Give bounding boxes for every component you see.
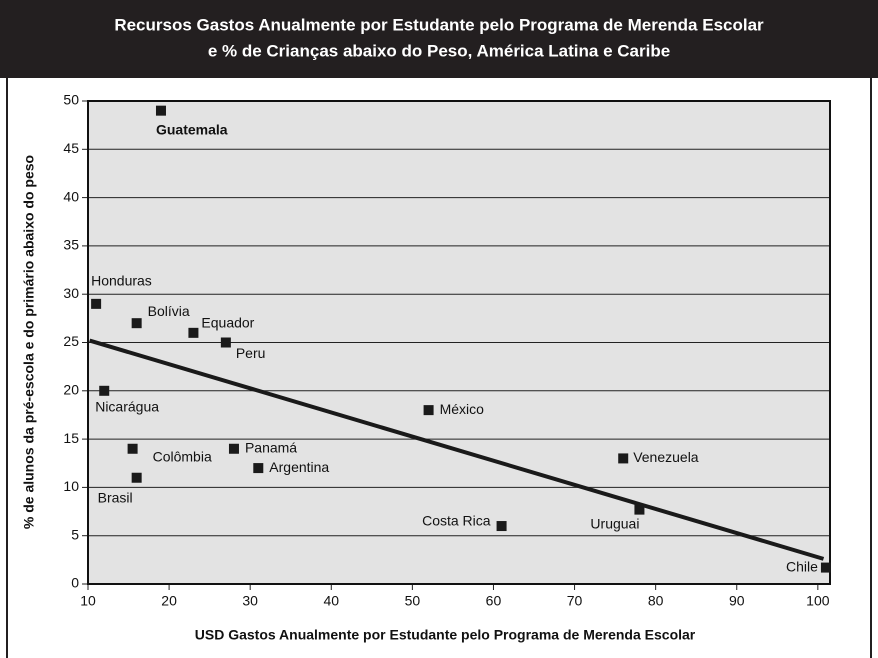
x-axis-label: USD Gastos Anualmente por Estudante pelo… [195, 627, 696, 643]
point-label: Brasil [98, 489, 133, 505]
point-label: Peru [236, 345, 266, 361]
point-label: Venezuela [633, 449, 699, 465]
chart-title: Recursos Gastos Anualmente por Estudante… [114, 15, 764, 34]
x-tick-label: 10 [80, 593, 96, 609]
trend-line [89, 338, 825, 561]
y-axis-label: % de alunos da pré-escola e do primário … [21, 155, 37, 529]
y-tick-label: 20 [63, 382, 79, 398]
point [820, 562, 831, 573]
y-tick-label: 40 [63, 188, 79, 204]
x-tick-label: 70 [567, 593, 583, 609]
point [131, 318, 142, 329]
header-bar [0, 0, 878, 78]
y-tick-label: 25 [63, 333, 79, 349]
x-tick-label: 40 [323, 593, 339, 609]
point-label: Uruguai [590, 515, 639, 531]
point-label: Honduras [91, 273, 152, 289]
point-label: Colômbia [153, 448, 212, 464]
x-tick-label: 20 [161, 593, 177, 609]
point-label: Argentina [269, 459, 329, 475]
x-tick-label: 90 [729, 593, 745, 609]
x-tick-label: 80 [648, 593, 664, 609]
y-tick-label: 35 [63, 237, 79, 253]
y-tick-label: 5 [71, 526, 79, 542]
y-tick-label: 10 [63, 478, 79, 494]
point [220, 337, 231, 348]
point [131, 472, 142, 483]
x-tick-label: 50 [405, 593, 421, 609]
plot-frame [87, 100, 831, 585]
y-tick-label: 0 [71, 575, 79, 591]
point-label: Bolívia [148, 303, 190, 319]
point-label: Costa Rica [422, 513, 491, 529]
point [188, 327, 199, 338]
point [91, 298, 102, 309]
point-label: Panamá [245, 439, 297, 455]
x-tick-label: 30 [242, 593, 258, 609]
point [423, 405, 434, 416]
point-label: México [440, 401, 485, 417]
point [127, 443, 138, 454]
x-tick-label: 60 [486, 593, 502, 609]
y-tick-label: 15 [63, 430, 79, 446]
point-label: Nicarágua [95, 399, 159, 415]
point-label: Chile [786, 558, 818, 574]
y-tick-label: 45 [63, 140, 79, 156]
y-tick-label: 30 [63, 285, 79, 301]
point-label: Guatemala [156, 121, 228, 137]
point [155, 105, 166, 116]
chart-title: e % de Crianças abaixo do Peso, América … [208, 41, 670, 60]
y-tick-label: 50 [63, 92, 79, 108]
point [99, 385, 110, 396]
point [496, 521, 507, 532]
point [228, 443, 239, 454]
x-tick-label: 100 [806, 593, 830, 609]
point [618, 453, 629, 464]
point [253, 463, 264, 474]
point-label: Equador [201, 315, 254, 331]
point [634, 504, 645, 515]
